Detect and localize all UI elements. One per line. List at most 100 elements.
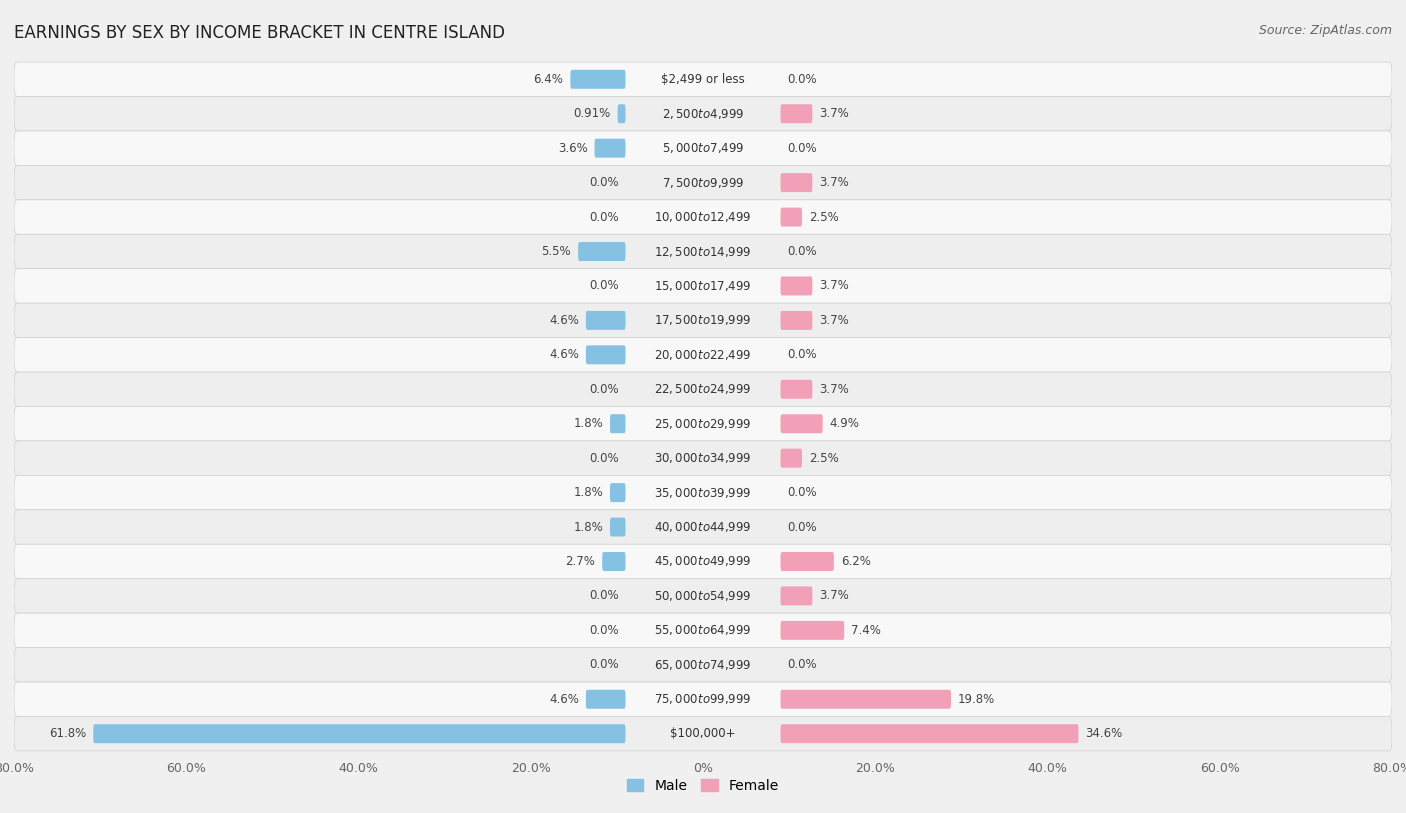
Text: 4.6%: 4.6% [550, 348, 579, 361]
Text: $35,000 to $39,999: $35,000 to $39,999 [654, 485, 752, 500]
Text: 0.0%: 0.0% [787, 348, 817, 361]
Text: 0.0%: 0.0% [589, 452, 619, 465]
Text: 0.0%: 0.0% [589, 383, 619, 396]
Text: 7.4%: 7.4% [851, 624, 882, 637]
Text: 0.0%: 0.0% [589, 211, 619, 224]
FancyBboxPatch shape [14, 648, 1392, 682]
Text: $100,000+: $100,000+ [671, 727, 735, 740]
Text: 3.7%: 3.7% [820, 589, 849, 602]
FancyBboxPatch shape [780, 276, 813, 295]
Text: Source: ZipAtlas.com: Source: ZipAtlas.com [1258, 24, 1392, 37]
Text: 61.8%: 61.8% [49, 727, 86, 740]
Text: $30,000 to $34,999: $30,000 to $34,999 [654, 451, 752, 465]
Text: 4.9%: 4.9% [830, 417, 859, 430]
FancyBboxPatch shape [14, 579, 1392, 613]
FancyBboxPatch shape [93, 724, 626, 743]
FancyBboxPatch shape [14, 372, 1392, 406]
Text: 0.0%: 0.0% [589, 176, 619, 189]
Text: 1.8%: 1.8% [574, 520, 603, 533]
FancyBboxPatch shape [14, 510, 1392, 544]
Text: 0.0%: 0.0% [589, 659, 619, 672]
FancyBboxPatch shape [578, 242, 626, 261]
FancyBboxPatch shape [14, 544, 1392, 579]
Text: 2.5%: 2.5% [808, 452, 838, 465]
Legend: Male, Female: Male, Female [621, 773, 785, 798]
Text: $45,000 to $49,999: $45,000 to $49,999 [654, 554, 752, 568]
Text: $40,000 to $44,999: $40,000 to $44,999 [654, 520, 752, 534]
FancyBboxPatch shape [14, 200, 1392, 234]
Text: 0.0%: 0.0% [787, 245, 817, 258]
FancyBboxPatch shape [14, 269, 1392, 303]
FancyBboxPatch shape [610, 483, 626, 502]
Text: $5,000 to $7,499: $5,000 to $7,499 [662, 141, 744, 155]
Text: 4.6%: 4.6% [550, 314, 579, 327]
Text: $2,500 to $4,999: $2,500 to $4,999 [662, 107, 744, 121]
FancyBboxPatch shape [780, 552, 834, 571]
Text: $7,500 to $9,999: $7,500 to $9,999 [662, 176, 744, 189]
FancyBboxPatch shape [586, 689, 626, 709]
FancyBboxPatch shape [14, 682, 1392, 716]
Text: $22,500 to $24,999: $22,500 to $24,999 [654, 382, 752, 396]
Text: 6.2%: 6.2% [841, 555, 870, 568]
FancyBboxPatch shape [14, 337, 1392, 372]
Text: 2.5%: 2.5% [808, 211, 838, 224]
FancyBboxPatch shape [14, 406, 1392, 441]
Text: $20,000 to $22,499: $20,000 to $22,499 [654, 348, 752, 362]
Text: 1.8%: 1.8% [574, 486, 603, 499]
Text: $50,000 to $54,999: $50,000 to $54,999 [654, 589, 752, 603]
Text: 3.6%: 3.6% [558, 141, 588, 154]
FancyBboxPatch shape [14, 131, 1392, 165]
Text: 0.0%: 0.0% [787, 486, 817, 499]
FancyBboxPatch shape [780, 689, 950, 709]
FancyBboxPatch shape [780, 380, 813, 398]
Text: $75,000 to $99,999: $75,000 to $99,999 [654, 692, 752, 706]
Text: 34.6%: 34.6% [1085, 727, 1122, 740]
Text: $15,000 to $17,499: $15,000 to $17,499 [654, 279, 752, 293]
FancyBboxPatch shape [617, 104, 626, 124]
Text: $12,500 to $14,999: $12,500 to $14,999 [654, 245, 752, 259]
FancyBboxPatch shape [780, 586, 813, 606]
Text: 2.7%: 2.7% [565, 555, 595, 568]
FancyBboxPatch shape [14, 476, 1392, 510]
Text: 0.0%: 0.0% [787, 520, 817, 533]
FancyBboxPatch shape [14, 97, 1392, 131]
Text: 0.0%: 0.0% [787, 141, 817, 154]
FancyBboxPatch shape [595, 139, 626, 158]
Text: 1.8%: 1.8% [574, 417, 603, 430]
Text: 3.7%: 3.7% [820, 280, 849, 293]
Text: 0.0%: 0.0% [589, 624, 619, 637]
FancyBboxPatch shape [780, 207, 801, 227]
Text: 6.4%: 6.4% [534, 73, 564, 86]
Text: $65,000 to $74,999: $65,000 to $74,999 [654, 658, 752, 672]
Text: 3.7%: 3.7% [820, 314, 849, 327]
FancyBboxPatch shape [610, 518, 626, 537]
FancyBboxPatch shape [14, 165, 1392, 200]
FancyBboxPatch shape [780, 621, 844, 640]
Text: $55,000 to $64,999: $55,000 to $64,999 [654, 624, 752, 637]
FancyBboxPatch shape [14, 62, 1392, 97]
FancyBboxPatch shape [610, 415, 626, 433]
Text: $17,500 to $19,999: $17,500 to $19,999 [654, 313, 752, 328]
FancyBboxPatch shape [14, 234, 1392, 269]
FancyBboxPatch shape [14, 613, 1392, 648]
Text: 0.0%: 0.0% [787, 73, 817, 86]
Text: 3.7%: 3.7% [820, 107, 849, 120]
FancyBboxPatch shape [14, 716, 1392, 751]
FancyBboxPatch shape [14, 441, 1392, 476]
FancyBboxPatch shape [602, 552, 626, 571]
Text: 3.7%: 3.7% [820, 176, 849, 189]
Text: EARNINGS BY SEX BY INCOME BRACKET IN CENTRE ISLAND: EARNINGS BY SEX BY INCOME BRACKET IN CEN… [14, 24, 505, 42]
Text: 0.0%: 0.0% [589, 589, 619, 602]
Text: 19.8%: 19.8% [957, 693, 995, 706]
FancyBboxPatch shape [780, 449, 801, 467]
FancyBboxPatch shape [780, 724, 1078, 743]
Text: $10,000 to $12,499: $10,000 to $12,499 [654, 210, 752, 224]
Text: 0.91%: 0.91% [574, 107, 610, 120]
FancyBboxPatch shape [586, 311, 626, 330]
FancyBboxPatch shape [571, 70, 626, 89]
FancyBboxPatch shape [780, 173, 813, 192]
FancyBboxPatch shape [780, 415, 823, 433]
FancyBboxPatch shape [586, 346, 626, 364]
FancyBboxPatch shape [780, 311, 813, 330]
Text: 0.0%: 0.0% [589, 280, 619, 293]
